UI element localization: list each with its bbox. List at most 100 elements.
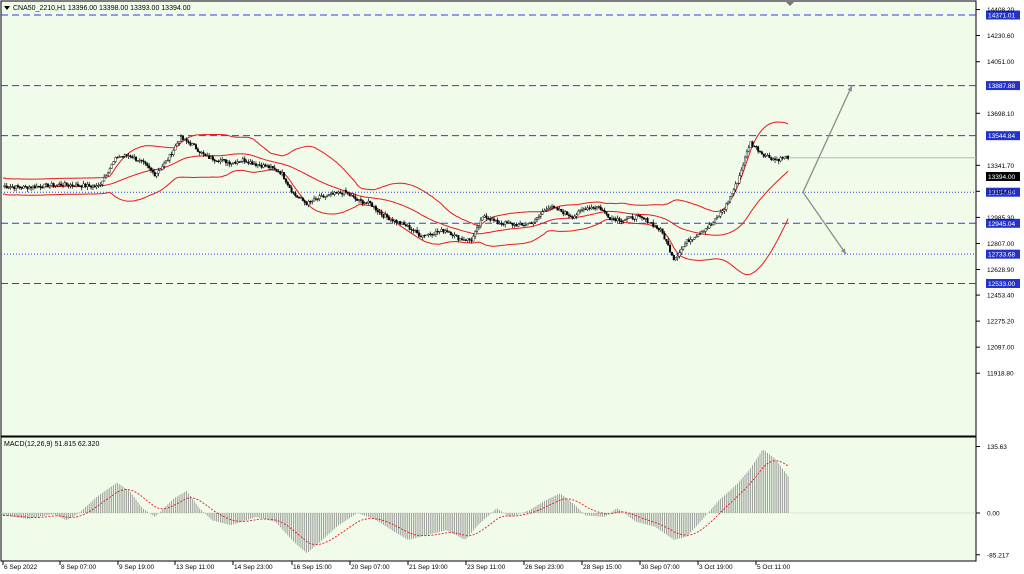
candle-body xyxy=(61,185,64,187)
candle-body xyxy=(386,214,389,218)
candle-body xyxy=(670,251,673,256)
candle-body xyxy=(228,161,231,165)
candle-body xyxy=(586,207,589,210)
candle-body xyxy=(91,185,94,188)
candle-body xyxy=(65,182,68,186)
price-axis[interactable]: 14371.01 13887.88 13544.84 13157.84 12945.04… xyxy=(976,7,1020,378)
candle-body xyxy=(296,195,299,198)
candle-body xyxy=(20,187,23,189)
candle-body xyxy=(402,222,405,225)
time-axis[interactable]: 6 Sep 2022 8 Sep 07:00 9 Sep 19:00 13 Sep 1… xyxy=(2,561,791,571)
candle-body xyxy=(318,195,321,199)
candle-body xyxy=(729,196,732,203)
candle-body xyxy=(610,218,613,220)
level-price-tag xyxy=(986,218,1020,228)
candle-body xyxy=(642,217,645,220)
candle-body xyxy=(616,218,619,221)
candle-body xyxy=(715,217,718,219)
forecast-down-arrow[interactable] xyxy=(802,191,847,255)
candle-body xyxy=(54,185,57,187)
candle-body xyxy=(290,187,293,193)
candle-body xyxy=(551,206,554,209)
candle-body xyxy=(52,183,55,187)
candle-body xyxy=(401,222,404,225)
candle-body xyxy=(120,156,123,158)
candle-body xyxy=(691,239,694,241)
candle-body xyxy=(226,161,229,164)
candle-body xyxy=(112,161,115,165)
candle-body xyxy=(506,221,509,224)
candle-body xyxy=(549,207,552,209)
candle-body xyxy=(43,183,46,188)
candle-body xyxy=(768,154,771,158)
candle-body xyxy=(485,215,488,219)
candle-body xyxy=(30,186,33,189)
candle-body xyxy=(176,143,179,147)
candle-body xyxy=(539,213,542,217)
candle-body xyxy=(316,198,319,200)
candle-body xyxy=(732,189,735,194)
candle-body xyxy=(209,156,212,159)
candle-body xyxy=(125,154,128,157)
candle-body xyxy=(281,172,284,175)
candle-body xyxy=(241,158,244,162)
candle-body xyxy=(457,235,460,241)
candle-body xyxy=(189,142,192,146)
candle-body xyxy=(254,163,257,166)
candle-body xyxy=(509,222,512,224)
candle-body xyxy=(639,215,642,217)
candle-body xyxy=(266,165,269,167)
price-axis-label: 12807.00 xyxy=(987,241,1014,248)
level-price-tag xyxy=(986,187,1020,197)
candle-body xyxy=(180,136,183,142)
time-axis-label: 13 Sep 11:00 xyxy=(176,564,215,571)
price-axis-label: 13341.70 xyxy=(987,163,1014,170)
candle-body xyxy=(213,159,216,162)
candle-body xyxy=(236,161,239,164)
macd-panel[interactable] xyxy=(0,436,977,562)
forecast-arrows[interactable] xyxy=(802,85,853,255)
candle-body xyxy=(204,153,207,157)
candle-body xyxy=(654,225,657,227)
candle-body xyxy=(279,171,282,175)
candle-body xyxy=(489,218,492,221)
candle-body xyxy=(16,185,19,188)
candle-body xyxy=(283,172,286,180)
candle-body xyxy=(329,193,332,195)
candle-body xyxy=(157,170,160,174)
forecast-up-arrow[interactable] xyxy=(802,85,853,193)
level-price-label: 13157.84 xyxy=(988,190,1015,197)
candle-body xyxy=(356,198,359,201)
candle-body xyxy=(223,159,226,161)
candle-body xyxy=(674,257,677,261)
scroll-shift-marker-icon[interactable] xyxy=(786,2,794,6)
candle-body xyxy=(326,194,329,197)
candle-body xyxy=(67,184,70,187)
candle-body xyxy=(414,229,417,232)
candle-body xyxy=(90,186,93,188)
candle-body xyxy=(459,238,462,241)
candle-body xyxy=(268,165,271,168)
candle-body xyxy=(271,166,274,169)
candle-body xyxy=(406,225,409,227)
candle-body xyxy=(358,199,361,201)
candle-body xyxy=(447,231,450,233)
candle-body xyxy=(191,143,194,146)
candle-body xyxy=(80,185,83,188)
candle-body xyxy=(408,225,411,230)
triangle-down-icon[interactable] xyxy=(4,6,10,10)
candle-body xyxy=(395,219,398,223)
candle-body xyxy=(581,209,584,211)
level-price-label: 12533.00 xyxy=(988,281,1015,288)
candle-body xyxy=(566,211,569,215)
candle-body xyxy=(749,141,752,148)
arrowhead-icon xyxy=(840,248,846,255)
candle-body xyxy=(69,184,72,187)
price-axis-label: 14408.20 xyxy=(987,7,1014,14)
candle-body xyxy=(378,211,381,213)
candle-body xyxy=(63,182,66,187)
level-price-label: 12945.04 xyxy=(988,221,1015,228)
candle-body xyxy=(269,166,272,168)
candle-body xyxy=(687,239,690,243)
